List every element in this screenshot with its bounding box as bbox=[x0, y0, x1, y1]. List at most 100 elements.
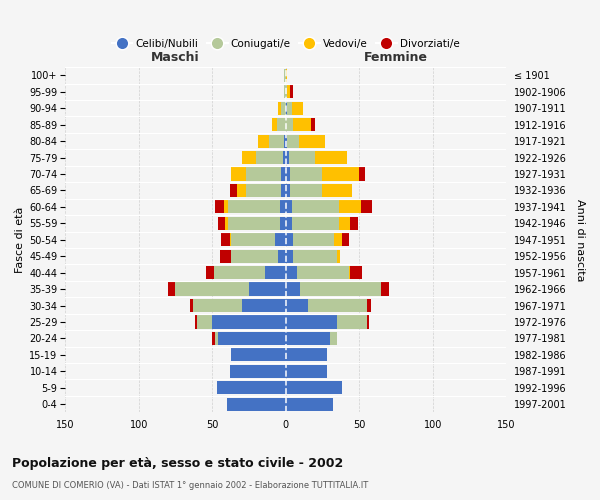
Bar bbox=[242, 299, 286, 312]
Bar bbox=[286, 364, 327, 378]
Bar bbox=[286, 134, 287, 147]
Bar bbox=[286, 266, 298, 279]
Bar bbox=[286, 233, 293, 246]
Bar bbox=[280, 200, 286, 213]
Bar bbox=[322, 184, 352, 197]
Bar bbox=[281, 184, 286, 197]
Text: Maschi: Maschi bbox=[151, 51, 200, 64]
Bar bbox=[249, 282, 286, 296]
Bar bbox=[338, 216, 350, 230]
Bar bbox=[359, 168, 365, 180]
Bar bbox=[231, 348, 286, 362]
Bar bbox=[322, 168, 359, 180]
Bar bbox=[269, 134, 284, 147]
Bar bbox=[226, 216, 229, 230]
Bar bbox=[349, 266, 350, 279]
Bar bbox=[224, 200, 229, 213]
Bar bbox=[283, 151, 286, 164]
Text: Femmine: Femmine bbox=[364, 51, 428, 64]
Bar bbox=[367, 299, 371, 312]
Bar bbox=[286, 216, 292, 230]
Bar bbox=[281, 102, 286, 115]
Bar bbox=[308, 299, 367, 312]
Bar bbox=[286, 102, 287, 115]
Bar bbox=[230, 233, 231, 246]
Bar bbox=[334, 233, 341, 246]
Bar bbox=[287, 134, 299, 147]
Bar bbox=[315, 151, 347, 164]
Bar bbox=[287, 102, 292, 115]
Bar bbox=[275, 233, 286, 246]
Y-axis label: Anni di nascita: Anni di nascita bbox=[575, 198, 585, 281]
Bar bbox=[338, 200, 361, 213]
Bar bbox=[311, 118, 315, 132]
Bar bbox=[190, 299, 193, 312]
Bar bbox=[215, 332, 218, 345]
Bar bbox=[337, 250, 340, 263]
Bar bbox=[280, 216, 286, 230]
Bar bbox=[293, 250, 337, 263]
Bar bbox=[230, 184, 237, 197]
Bar bbox=[193, 299, 242, 312]
Bar bbox=[286, 118, 293, 132]
Bar bbox=[229, 216, 280, 230]
Bar bbox=[231, 250, 278, 263]
Bar bbox=[286, 398, 333, 410]
Bar bbox=[258, 134, 269, 147]
Bar bbox=[227, 398, 286, 410]
Bar bbox=[330, 332, 337, 345]
Bar bbox=[286, 381, 341, 394]
Bar bbox=[272, 118, 277, 132]
Bar bbox=[217, 381, 286, 394]
Bar bbox=[197, 316, 212, 328]
Bar bbox=[230, 364, 286, 378]
Bar bbox=[286, 316, 337, 328]
Bar bbox=[168, 282, 175, 296]
Bar bbox=[286, 282, 301, 296]
Bar bbox=[367, 316, 370, 328]
Bar bbox=[286, 299, 308, 312]
Bar bbox=[221, 233, 230, 246]
Bar bbox=[220, 250, 231, 263]
Bar bbox=[218, 332, 286, 345]
Bar bbox=[361, 200, 373, 213]
Bar bbox=[212, 316, 286, 328]
Bar bbox=[194, 316, 197, 328]
Bar bbox=[299, 134, 325, 147]
Bar bbox=[218, 216, 226, 230]
Bar bbox=[246, 184, 281, 197]
Bar bbox=[214, 266, 265, 279]
Bar bbox=[286, 332, 330, 345]
Bar bbox=[277, 118, 286, 132]
Legend: Celibi/Nubili, Coniugati/e, Vedovi/e, Divorziati/e: Celibi/Nubili, Coniugati/e, Vedovi/e, Di… bbox=[107, 34, 464, 52]
Bar bbox=[292, 200, 338, 213]
Bar bbox=[231, 168, 246, 180]
Bar bbox=[284, 134, 286, 147]
Bar bbox=[256, 151, 283, 164]
Bar bbox=[281, 168, 286, 180]
Bar bbox=[229, 200, 280, 213]
Bar bbox=[289, 151, 315, 164]
Bar bbox=[287, 85, 290, 98]
Bar bbox=[286, 200, 292, 213]
Bar bbox=[286, 348, 327, 362]
Bar bbox=[290, 85, 293, 98]
Bar bbox=[293, 233, 334, 246]
Bar bbox=[286, 151, 289, 164]
Bar bbox=[284, 69, 286, 82]
Bar bbox=[286, 168, 290, 180]
Bar bbox=[337, 316, 367, 328]
Y-axis label: Fasce di età: Fasce di età bbox=[15, 206, 25, 273]
Bar bbox=[278, 102, 281, 115]
Text: COMUNE DI COMERIO (VA) - Dati ISTAT 1° gennaio 2002 - Elaborazione TUTTITALIA.IT: COMUNE DI COMERIO (VA) - Dati ISTAT 1° g… bbox=[12, 481, 368, 490]
Bar bbox=[212, 332, 215, 345]
Bar bbox=[286, 69, 287, 82]
Bar bbox=[292, 216, 338, 230]
Bar bbox=[175, 282, 249, 296]
Bar bbox=[215, 200, 224, 213]
Bar bbox=[350, 216, 358, 230]
Bar bbox=[284, 85, 286, 98]
Bar bbox=[265, 266, 286, 279]
Bar bbox=[350, 266, 362, 279]
Bar bbox=[341, 233, 349, 246]
